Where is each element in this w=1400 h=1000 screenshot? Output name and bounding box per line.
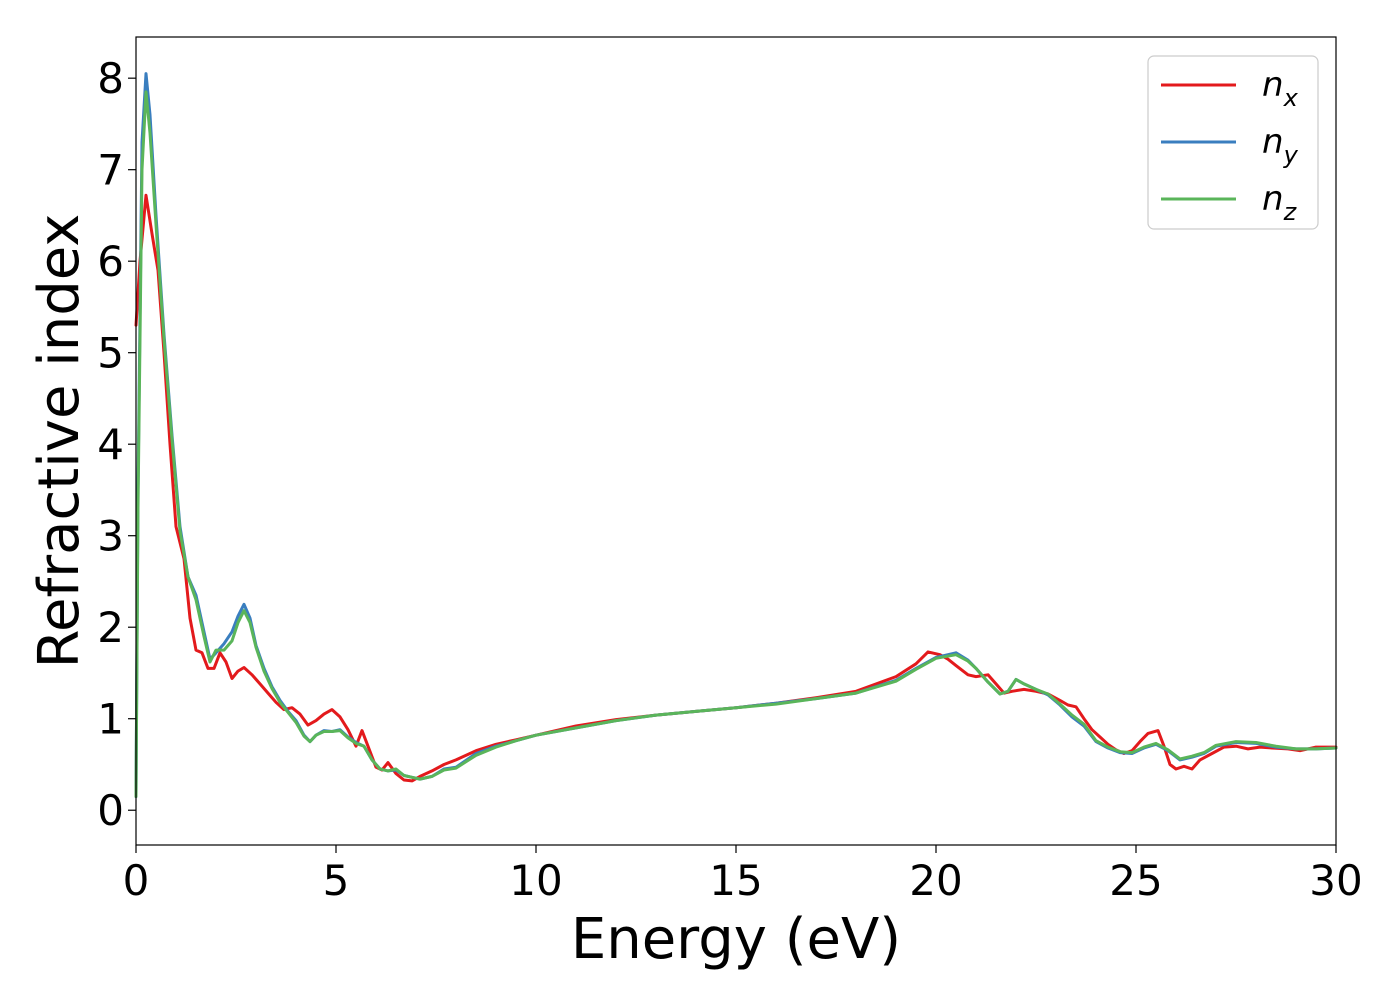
series-line-nx: [134, 193, 1338, 783]
y-tick-label: 8: [97, 54, 124, 103]
y-tick-label: 2: [97, 603, 124, 652]
y-axis-label: Refractive index: [27, 214, 92, 669]
y-tick-label: 4: [97, 420, 124, 469]
x-tick-label: 5: [323, 856, 350, 905]
x-axis-label: Energy (eV): [571, 907, 901, 972]
series-line-nz: [134, 90, 1338, 798]
ticks-layer: 0 5 10 15 20 25 30 0 1 2 3 4 5 6 7 8: [97, 54, 1362, 905]
y-tick-label: 5: [97, 329, 124, 378]
x-tick-label: 25: [1109, 856, 1162, 905]
x-tick-label: 10: [509, 856, 562, 905]
x-tick-label: 20: [909, 856, 962, 905]
y-tick-label: 0: [97, 786, 124, 835]
y-tick-label: 1: [97, 695, 124, 744]
y-tick-label: 7: [97, 146, 124, 195]
series-layer: [134, 72, 1338, 798]
legend-label-ny: ny: [1262, 122, 1299, 169]
x-tick-label: 15: [709, 856, 762, 905]
y-tick-label: 3: [97, 512, 124, 561]
y-tick-label: 6: [97, 237, 124, 286]
x-tick-label: 0: [123, 856, 150, 905]
x-tick-label: 30: [1309, 856, 1362, 905]
